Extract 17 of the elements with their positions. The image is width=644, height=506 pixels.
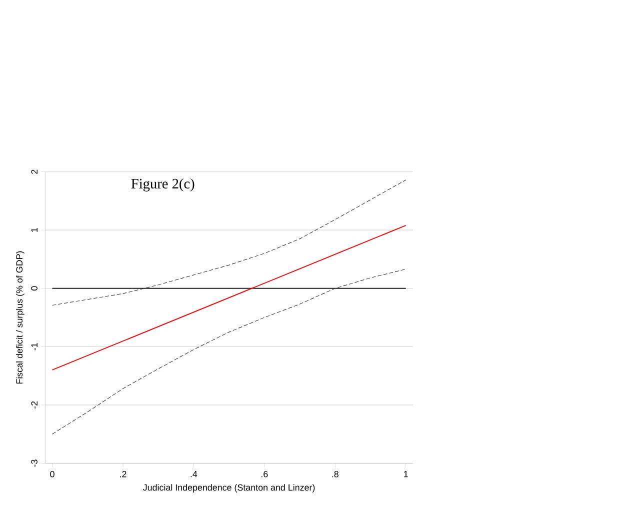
y-tick-label: 2 [31, 170, 38, 174]
x-tick-label: .2 [120, 471, 126, 478]
line-series [52, 180, 406, 306]
line-series [52, 269, 406, 435]
y-tick-label: -3 [31, 460, 38, 467]
x-tick-label: .4 [190, 471, 198, 478]
y-tick-label: 0 [31, 286, 38, 291]
y-tick-label: -2 [31, 402, 38, 409]
y-axis-title: Fiscal deficit / surplus (% of GDP) [16, 251, 24, 384]
x-tick-label: 0 [50, 471, 54, 478]
x-tick-label: .8 [332, 471, 338, 478]
x-axis-title: Judicial Independence (Stanton and Linzer) [143, 484, 315, 493]
y-tick-label: -1 [31, 343, 38, 350]
x-tick-label: 1 [404, 471, 408, 478]
chart-title: Figure 2(c) [131, 178, 194, 192]
x-tick-label: .6 [261, 471, 268, 478]
y-tick-label: 1 [31, 228, 38, 232]
